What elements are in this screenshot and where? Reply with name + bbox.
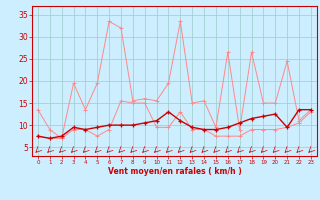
X-axis label: Vent moyen/en rafales ( km/h ): Vent moyen/en rafales ( km/h ) xyxy=(108,167,241,176)
